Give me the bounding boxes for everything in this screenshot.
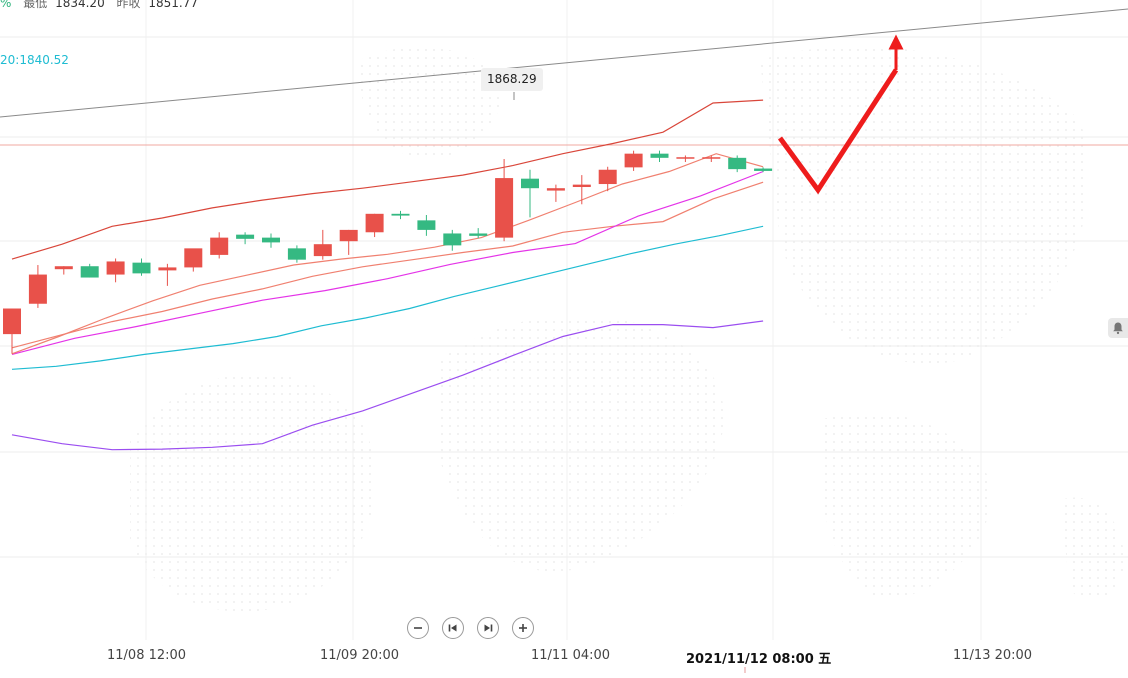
trend-line bbox=[0, 8, 1128, 118]
change-percent: % bbox=[0, 0, 12, 10]
step-back-button[interactable] bbox=[442, 617, 464, 639]
candle-body[interactable] bbox=[469, 233, 488, 236]
candle-body[interactable] bbox=[158, 267, 177, 271]
candle-body[interactable] bbox=[3, 308, 21, 335]
ma20-value-label: 20:1840.52 bbox=[0, 53, 69, 67]
minus-icon bbox=[414, 627, 422, 629]
candle-body[interactable] bbox=[495, 178, 514, 238]
x-axis-label: 11/08 12:00 bbox=[107, 648, 187, 663]
ma10-line bbox=[11, 170, 764, 355]
candle-body[interactable] bbox=[106, 261, 125, 275]
candles-group bbox=[3, 150, 773, 354]
low-value: 1834.20 bbox=[55, 0, 105, 10]
candle-body[interactable] bbox=[391, 213, 410, 216]
world-map-watermark bbox=[130, 46, 1125, 612]
boll-middle-line bbox=[11, 181, 764, 349]
x-axis-label: 11/11 04:00 bbox=[531, 648, 611, 663]
plus-icon bbox=[519, 624, 527, 632]
bell-icon bbox=[1113, 322, 1123, 335]
candle-body[interactable] bbox=[132, 262, 151, 274]
candle-body[interactable] bbox=[28, 274, 47, 304]
candle-body[interactable] bbox=[754, 168, 773, 171]
candle-body[interactable] bbox=[262, 237, 280, 243]
candle-body[interactable] bbox=[236, 234, 255, 239]
candle-body[interactable] bbox=[80, 266, 99, 278]
grid-lines bbox=[0, 0, 1128, 640]
candle-body[interactable] bbox=[728, 157, 747, 170]
candle-body[interactable] bbox=[572, 184, 591, 188]
quote-summary: % 最低 1834.20 昨收 1851.77 bbox=[0, 0, 198, 11]
skip-back-icon bbox=[448, 624, 457, 632]
step-forward-button[interactable] bbox=[477, 617, 499, 639]
prev-close-value: 1851.77 bbox=[148, 0, 198, 10]
ma20-line bbox=[11, 225, 764, 370]
candle-body[interactable] bbox=[650, 153, 669, 158]
candle-body[interactable] bbox=[624, 153, 643, 168]
price-alert-button[interactable] bbox=[1108, 318, 1128, 338]
candle-body[interactable] bbox=[287, 248, 306, 260]
zoom-in-button[interactable] bbox=[512, 617, 534, 639]
candle-body[interactable] bbox=[184, 248, 203, 268]
candle-body[interactable] bbox=[339, 229, 358, 242]
candle-body[interactable] bbox=[546, 188, 565, 191]
candle-body[interactable] bbox=[676, 157, 695, 159]
boll-lower-line bbox=[11, 320, 764, 451]
skip-forward-icon bbox=[484, 624, 493, 632]
candle-body[interactable] bbox=[365, 213, 384, 233]
candle-body[interactable] bbox=[521, 178, 539, 189]
crosshair-time-label: 2021/11/12 08:00 五 bbox=[684, 648, 834, 667]
x-axis-label: 11/09 20:00 bbox=[320, 648, 400, 663]
ma5-line bbox=[11, 153, 764, 355]
candle-body[interactable] bbox=[54, 266, 73, 270]
candle-body[interactable] bbox=[210, 237, 229, 255]
zoom-out-button[interactable] bbox=[407, 617, 429, 639]
candle-body[interactable] bbox=[598, 169, 617, 185]
candle-body[interactable] bbox=[702, 157, 721, 159]
low-label: 最低 bbox=[23, 0, 48, 10]
candle-body[interactable] bbox=[443, 233, 462, 246]
candle-body[interactable] bbox=[417, 220, 436, 230]
peak-price-label: 1868.29 bbox=[481, 68, 543, 91]
forecast-arrow-path bbox=[777, 68, 899, 195]
x-axis-label: 11/13 20:00 bbox=[953, 648, 1033, 663]
candle-body[interactable] bbox=[313, 244, 332, 257]
prev-close-label: 昨收 bbox=[116, 0, 141, 10]
boll-upper-line bbox=[11, 99, 764, 260]
